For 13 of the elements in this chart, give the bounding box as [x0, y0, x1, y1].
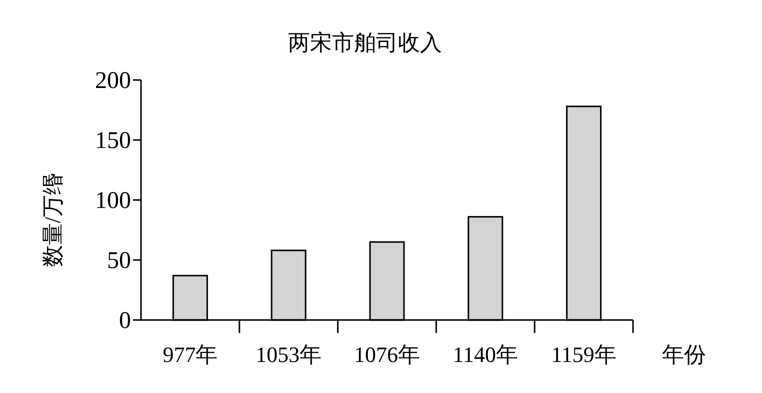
y-tick-label: 150	[95, 128, 131, 154]
x-tick-label: 977年	[162, 342, 218, 367]
y-tick-label: 100	[95, 188, 131, 214]
y-tick-label: 0	[119, 308, 131, 334]
y-tick-label: 50	[107, 248, 131, 274]
y-axis-title: 数量/万缗	[40, 172, 65, 268]
x-tick-label: 1076年	[354, 342, 420, 367]
x-tick-label: 1140年	[452, 342, 518, 367]
chart-title: 两宋市舶司收入	[288, 30, 442, 55]
x-axis-title: 年份	[662, 342, 706, 367]
y-tick-label: 200	[95, 68, 131, 94]
x-tick-label: 1159年	[551, 342, 616, 367]
x-tick-label: 1053年	[256, 342, 322, 367]
